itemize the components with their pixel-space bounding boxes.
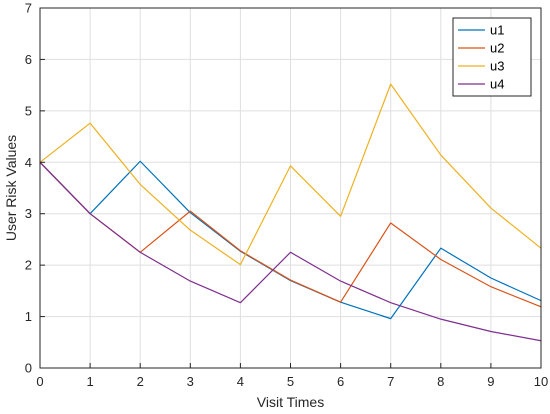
x-tick-label: 2 (137, 374, 144, 389)
x-tick-label: 1 (86, 374, 93, 389)
axis-ticks: 0 1 2 3 4 5 6 7 8 9 10 0 1 2 3 4 5 6 7 (25, 1, 548, 390)
legend-label-u4: u4 (490, 77, 504, 92)
y-tick-label: 2 (25, 258, 32, 273)
y-axis-title: User Risk Values (3, 135, 19, 241)
x-tick-label: 7 (387, 374, 394, 389)
x-tick-label: 9 (487, 374, 494, 389)
y-tick-label: 3 (25, 206, 32, 221)
series-line-u3 (39, 83, 542, 266)
x-axis-title: Visit Times (257, 394, 324, 410)
series-line-u4 (39, 161, 542, 342)
x-tick-label: 6 (337, 374, 344, 389)
y-tick-label: 7 (25, 1, 32, 16)
legend-label-u2: u2 (490, 41, 504, 56)
series-lines (39, 83, 542, 342)
y-tick-label: 4 (25, 155, 32, 170)
x-tick-label: 3 (187, 374, 194, 389)
legend-label-u3: u3 (490, 59, 504, 74)
y-tick-label: 5 (25, 103, 32, 118)
x-tick-label: 8 (437, 374, 444, 389)
legend-box (452, 17, 532, 97)
x-tick-label: 5 (287, 374, 294, 389)
legend-label-u1: u1 (490, 23, 504, 38)
legend: u1 u2 u3 u4 (452, 17, 532, 97)
x-tick-label: 10 (534, 374, 548, 389)
x-tick-label: 4 (237, 374, 244, 389)
y-tick-label: 0 (25, 361, 32, 376)
y-tick-label: 6 (25, 52, 32, 67)
x-tick-label: 0 (36, 374, 43, 389)
y-tick-label: 1 (25, 309, 32, 324)
